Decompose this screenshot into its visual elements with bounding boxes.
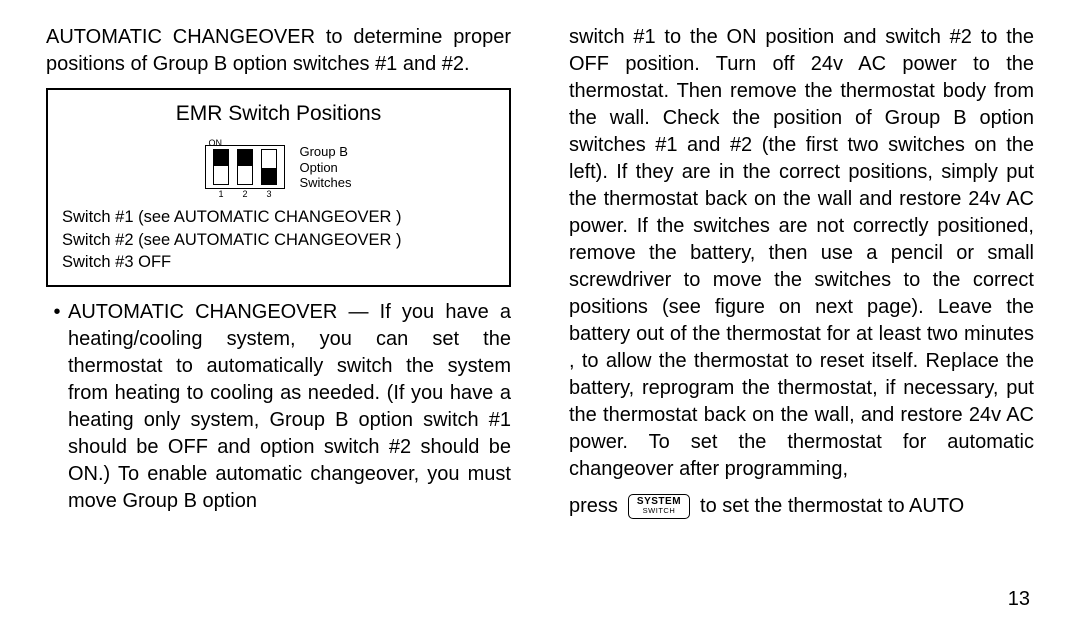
dip-slot-1 [213, 149, 229, 185]
emr-title: EMR Switch Positions [62, 100, 495, 128]
dip-group-label-line: Group B [299, 144, 351, 160]
dip-number-1: 1 [218, 188, 223, 200]
switch-lines: Switch #1 (see AUTOMATIC CHANGEOVER ) Sw… [62, 206, 495, 273]
page-number: 13 [1008, 588, 1030, 611]
dip-knob-2 [238, 150, 252, 166]
emr-box: EMR Switch Positions ON 1 2 [46, 88, 511, 287]
dip-slot-2 [237, 149, 253, 185]
press-pre: press [569, 493, 618, 520]
bullet-dot: • [46, 299, 68, 515]
switch-line: Switch #1 (see AUTOMATIC CHANGEOVER ) [62, 206, 495, 228]
dip-knob-1 [214, 150, 228, 166]
switch-line: Switch #2 (see AUTOMATIC CHANGEOVER ) [62, 229, 495, 251]
intro-paragraph: AUTOMATIC CHANGEOVER to determine proper… [46, 24, 511, 78]
dip-group-label-line: Option [299, 160, 351, 176]
switch-line: Switch #3 OFF [62, 251, 495, 273]
dip-switch-diagram: ON 1 2 3 [205, 138, 285, 196]
press-post: to set the thermostat to AUTO [700, 493, 964, 520]
page: AUTOMATIC CHANGEOVER to determine proper… [0, 0, 1080, 623]
dip-number-2: 2 [242, 188, 247, 200]
bullet-paragraph: • AUTOMATIC CHANGEOVER — If you have a h… [46, 299, 511, 515]
dip-area: ON 1 2 3 Group B [62, 138, 495, 196]
system-switch-bot: SWITCH [637, 507, 681, 515]
press-line: press SYSTEM SWITCH to set the thermosta… [569, 493, 1034, 520]
dip-group-label: Group B Option Switches [299, 144, 351, 191]
right-column: switch #1 to the ON position and switch … [569, 24, 1034, 613]
dip-knob-3 [262, 168, 276, 184]
right-paragraph: switch #1 to the ON position and switch … [569, 24, 1034, 483]
dip-group-label-line: Switches [299, 175, 351, 191]
system-switch-button[interactable]: SYSTEM SWITCH [628, 494, 690, 519]
left-column: AUTOMATIC CHANGEOVER to determine proper… [46, 24, 511, 613]
dip-number-3: 3 [266, 188, 271, 200]
bullet-text: AUTOMATIC CHANGEOVER — If you have a hea… [68, 299, 511, 515]
dip-slot-3 [261, 149, 277, 185]
